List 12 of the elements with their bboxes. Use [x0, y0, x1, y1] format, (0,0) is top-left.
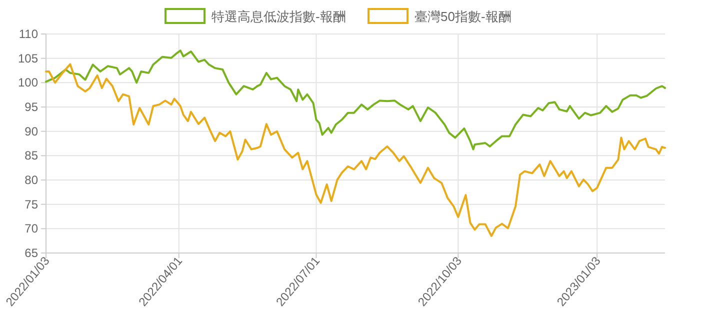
- y-tick-label: 95: [24, 100, 38, 114]
- y-tick-label: 80: [24, 173, 38, 187]
- y-tick-label: 105: [18, 51, 38, 66]
- y-tick-label: 75: [24, 197, 38, 212]
- y-tick-label: 110: [18, 27, 38, 41]
- y-tick-label: 70: [24, 222, 38, 236]
- y-tick-label: 65: [24, 246, 38, 260]
- y-tick-label: 90: [24, 124, 38, 138]
- y-tick-label: 100: [18, 76, 38, 90]
- legend-label: 特選高息低波指數-報酬: [212, 9, 346, 24]
- legend-label: 臺灣50指數-報酬: [414, 9, 512, 24]
- y-tick-label: 85: [24, 148, 38, 163]
